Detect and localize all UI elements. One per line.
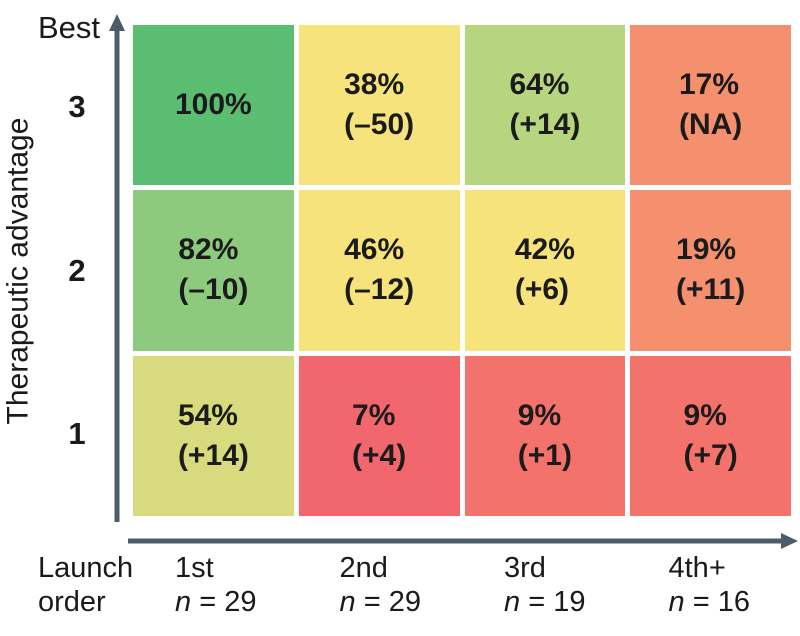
x-category-label: 1st	[175, 552, 214, 584]
cell-delta: (–12)	[344, 273, 415, 307]
heatmap-cell: 9% (+1)	[464, 355, 626, 516]
heatmap-cell: 100%	[133, 25, 294, 186]
x-axis-title-line2: order	[38, 586, 106, 618]
x-category-n: n = 29	[339, 586, 421, 618]
cell-value: 42%	[514, 233, 575, 267]
heatmap-cell: 19% (+11)	[630, 190, 791, 351]
cell-delta: (+4)	[352, 438, 407, 472]
x-category-label: 3rd	[504, 552, 546, 584]
heatmap-grid: 100% 38% (–50) 64% (+14) 17% (NA) 82% (–10) …	[133, 25, 791, 516]
heatmap-cell: 7% (+4)	[298, 355, 460, 516]
cell-value: 54%	[177, 398, 238, 432]
heatmap-cell: 17% (NA)	[630, 25, 791, 186]
y-tick-3: 3	[68, 88, 86, 124]
x-category-n: n = 19	[504, 586, 586, 618]
cell-value: 19%	[676, 233, 737, 267]
x-category-4th-plus: 4th+ n = 16	[627, 551, 792, 619]
y-axis-best-label: Best	[37, 10, 100, 45]
cell-delta: (–50)	[344, 108, 415, 142]
y-tick-1: 1	[68, 416, 86, 452]
cell-delta: (+1)	[517, 438, 572, 472]
cell-value: 9%	[517, 398, 562, 432]
x-category-n: n = 29	[175, 586, 257, 618]
y-axis-title: Therapeutic advantage	[1, 117, 35, 425]
heatmap-cell: 54% (+14)	[133, 355, 294, 516]
cell-delta: (+14)	[509, 108, 581, 142]
cell-value: 100%	[175, 88, 252, 122]
cell-value: 17%	[678, 68, 740, 102]
cell-delta: (+7)	[683, 438, 738, 472]
x-category-label: 2nd	[339, 552, 388, 584]
cell-delta: (NA)	[678, 108, 743, 142]
x-axis-category-labels: 1st n = 29 2nd n = 29 3rd n = 19 4th+ n …	[133, 551, 791, 619]
y-tick-2: 2	[68, 252, 86, 288]
y-axis-ticks: 3 2 1	[56, 25, 98, 516]
cell-value: 46%	[344, 233, 405, 267]
x-category-1st: 1st n = 29	[133, 551, 298, 619]
x-axis-arrow	[128, 533, 798, 549]
cell-value: 7%	[352, 398, 396, 432]
y-axis-arrow	[109, 14, 125, 522]
x-category-label: 4th+	[668, 552, 726, 584]
x-category-2nd: 2nd n = 29	[298, 551, 463, 619]
x-category-n: n = 16	[668, 586, 750, 618]
heatmap-cell: 82% (–10)	[133, 190, 294, 351]
cell-delta: (+11)	[676, 273, 746, 307]
cell-value: 38%	[344, 68, 405, 102]
heatmap-cell: 64% (+14)	[464, 25, 626, 186]
cell-delta: (–10)	[178, 273, 249, 307]
x-axis-title: Launch order	[38, 551, 133, 619]
heatmap-cell: 46% (–12)	[298, 190, 460, 351]
cell-delta: (+14)	[177, 438, 249, 472]
x-category-3rd: 3rd n = 19	[462, 551, 627, 619]
heatmap-cell: 9% (+7)	[630, 355, 791, 516]
cell-value: 9%	[683, 398, 727, 432]
cell-delta: (+6)	[514, 273, 570, 307]
heatmap-cell: 38% (–50)	[298, 25, 460, 186]
cell-value: 64%	[509, 68, 570, 102]
x-axis-title-line1: Launch	[38, 552, 134, 584]
heatmap-cell: 42% (+6)	[464, 190, 626, 351]
cell-value: 82%	[178, 233, 239, 267]
